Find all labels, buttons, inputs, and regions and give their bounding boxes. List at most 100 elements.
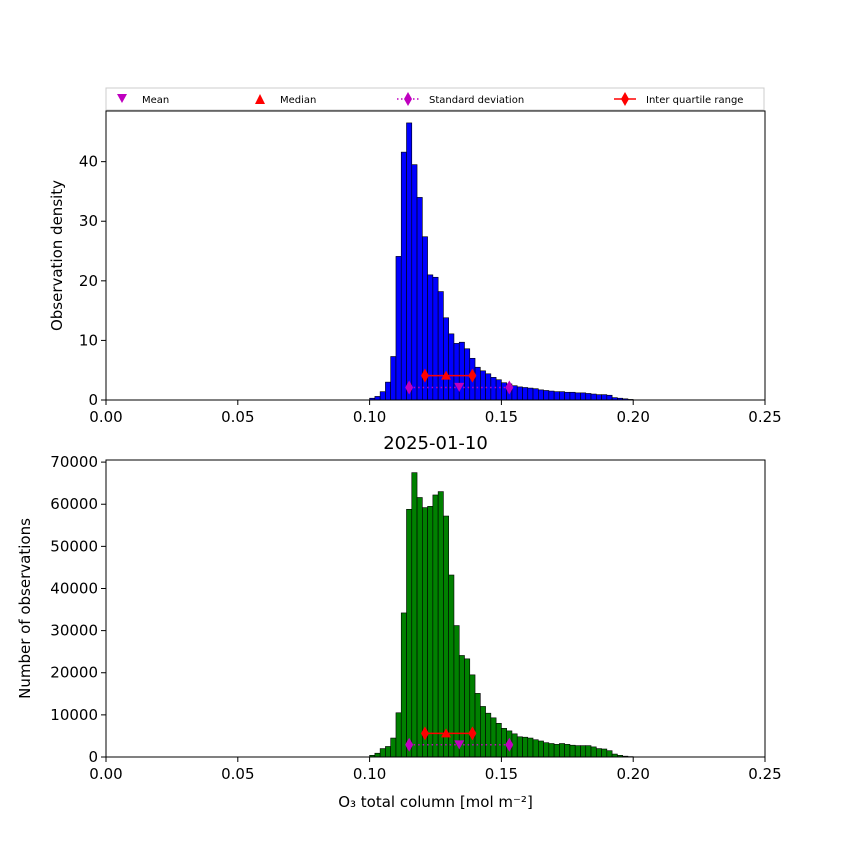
count-x-tick-label: 0.10 [353, 765, 386, 783]
density-x-tick-label: 0.25 [748, 408, 781, 426]
count-bar [390, 737, 397, 758]
density-bar [580, 392, 587, 401]
density-bar [390, 356, 397, 401]
count-bar [374, 752, 381, 758]
density-bar [416, 197, 423, 401]
count-x-tick-label: 0.15 [485, 765, 518, 783]
count-bar [516, 736, 523, 758]
density-bar [564, 391, 571, 401]
count-histogram-panel: 2025-01-10 0.00 0.05 0.10 0.15 0.20 0.25 0 100… [16, 433, 782, 811]
count-bar [480, 706, 486, 758]
density-bar [532, 388, 539, 401]
density-x-tick-label: 0.10 [353, 408, 386, 426]
count-y-tick-label: 60000 [50, 495, 98, 513]
density-bar [548, 390, 555, 401]
density-y-tick-label: 0 [88, 391, 98, 409]
count-std-diamond [505, 737, 514, 752]
legend-item-std: Standard deviation [397, 92, 524, 106]
legend: Mean Median Standard deviation Inter qua… [105, 87, 765, 111]
count-bar [538, 740, 544, 758]
density-bar [538, 389, 544, 401]
count-axes-frame [105, 459, 766, 758]
legend-frame [105, 87, 765, 111]
density-bar [458, 341, 465, 401]
median-marker-icon [255, 94, 265, 104]
count-bar [590, 746, 597, 758]
density-bar [590, 393, 597, 401]
density-std-diamond [505, 380, 514, 395]
count-y-tick-label: 70000 [50, 453, 98, 471]
legend-label-median: Median [280, 95, 316, 106]
count-bar [464, 658, 471, 758]
density-bar [406, 122, 413, 401]
count-bar [379, 748, 386, 758]
density-bar [495, 379, 502, 401]
density-y-ticks: 0 10 20 30 40 [79, 153, 106, 409]
density-bar [379, 391, 386, 401]
count-bar [580, 745, 587, 758]
density-bar [585, 393, 592, 401]
density-bar [437, 291, 444, 401]
legend-label-iqr: Inter quartile range [646, 95, 743, 106]
count-bar [585, 745, 592, 758]
density-bar [448, 333, 455, 401]
density-bar [427, 274, 434, 401]
count-bar [564, 744, 571, 758]
density-bar [464, 348, 471, 401]
iqr-diamond-icon [621, 92, 629, 106]
count-y-tick-label: 40000 [50, 579, 98, 597]
legend-item-iqr: Inter quartile range [614, 92, 743, 106]
count-bar [485, 712, 492, 758]
density-bar [501, 382, 507, 401]
count-bar [448, 574, 455, 758]
count-chart-title: 2025-01-10 [383, 433, 488, 454]
count-y-tick-label: 20000 [50, 664, 98, 682]
count-bar [406, 508, 413, 758]
count-bar [606, 750, 613, 758]
count-bars [369, 472, 634, 758]
density-bars [369, 122, 634, 401]
density-bar [595, 394, 602, 401]
density-bar [559, 391, 565, 401]
density-x-tick-label: 0.15 [485, 408, 518, 426]
count-bar [422, 507, 428, 758]
count-std-diamond [405, 737, 414, 752]
count-bar [453, 625, 460, 758]
count-bar [437, 491, 444, 758]
count-bar [443, 515, 449, 758]
legend-label-std: Standard deviation [429, 95, 524, 106]
density-bar [522, 387, 529, 401]
density-y-tick-label: 30 [79, 212, 98, 230]
count-x-tick-label: 0.05 [221, 765, 254, 783]
density-x-ticks: 0.00 0.05 0.10 0.15 0.20 0.25 [89, 400, 782, 426]
density-bar [480, 370, 486, 401]
density-bar [569, 391, 576, 401]
density-bar [474, 366, 481, 401]
density-histogram-panel: 0.00 0.05 0.10 0.15 0.20 0.25 0 10 20 30 40 Obser… [48, 110, 782, 426]
density-bar [527, 387, 534, 401]
count-iqr-diamond [468, 726, 477, 741]
count-bar [569, 744, 576, 758]
count-bar [416, 497, 423, 758]
count-bar [548, 743, 555, 758]
density-bar [601, 394, 608, 401]
density-y-tick-label: 40 [79, 153, 98, 171]
count-x-tick-label: 0.00 [89, 765, 122, 783]
count-x-axis-label: O₃ total column [mol m⁻²] [338, 793, 533, 811]
density-bar [432, 276, 439, 401]
count-bar [527, 737, 534, 758]
count-x-tick-label: 0.20 [616, 765, 649, 783]
count-y-tick-label: 10000 [50, 706, 98, 724]
count-bar [553, 744, 560, 758]
density-x-tick-label: 0.05 [221, 408, 254, 426]
density-bar [411, 164, 418, 401]
count-statistics [405, 726, 514, 752]
std-diamond-icon [404, 92, 412, 106]
count-bar [411, 472, 418, 758]
legend-item-median: Median [255, 94, 316, 106]
density-iqr-diamond [420, 368, 429, 383]
density-bar [385, 381, 391, 401]
count-x-ticks: 0.00 0.05 0.10 0.15 0.20 0.25 [89, 757, 782, 783]
count-y-tick-label: 50000 [50, 537, 98, 555]
density-bar [453, 343, 460, 401]
